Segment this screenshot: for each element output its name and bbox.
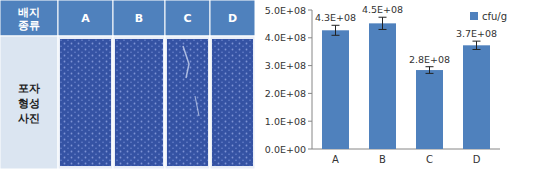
error-cap [426, 73, 434, 74]
photo-cell [113, 36, 165, 169]
chart: 0.0E+00 1.0E+08 2.0E+08 3.0E+08 4.0E+08 5.0E+… [265, 4, 507, 165]
y-tick-label: 4.0E+08 [265, 32, 306, 43]
error-line [429, 67, 430, 74]
data-label: 4.3E+08 [315, 12, 356, 23]
header-cell [0, 0, 58, 36]
row-label-line: 포자 [18, 82, 40, 95]
row-label-line: 사진 [18, 112, 40, 125]
spore-photo [167, 39, 208, 166]
header-text: B [135, 12, 143, 25]
header-text-line: A [81, 12, 90, 25]
header-text: 배지종류 [18, 6, 40, 32]
y-tick-label: 5.0E+08 [265, 5, 306, 16]
bar [369, 23, 396, 149]
error-bar [473, 41, 481, 49]
y-tick-label: 0.0E+00 [265, 144, 306, 155]
y-tick-label: 3.0E+08 [265, 60, 306, 71]
y-tick [308, 121, 312, 122]
header-text-line: D [228, 12, 237, 25]
bar [416, 70, 443, 149]
y-tick [308, 65, 312, 66]
y-tick [308, 37, 312, 38]
photo-cell [165, 36, 210, 169]
bar [322, 30, 349, 149]
error-line [335, 25, 336, 35]
error-cap [473, 41, 481, 42]
x-tick-label: B [379, 154, 386, 165]
y-tick [308, 93, 312, 94]
error-bar [426, 67, 434, 74]
header-text: A [81, 12, 90, 25]
y-tick-label: 2.0E+08 [265, 88, 306, 99]
photo-cell [58, 36, 113, 169]
header-cell [113, 0, 165, 36]
error-line [476, 41, 477, 49]
legend-swatch [470, 12, 478, 20]
data-label: 2.8E+08 [409, 54, 450, 65]
y-tick-label: 1.0E+08 [265, 116, 306, 127]
header-cell [58, 0, 113, 36]
error-line [382, 17, 383, 29]
header-cell [165, 0, 210, 36]
error-cap [379, 29, 387, 30]
legend-label: cfu/g [482, 11, 507, 22]
spore-photo [60, 39, 111, 166]
x-tick-label: C [426, 154, 433, 165]
x-tick-label: A [332, 154, 339, 165]
error-cap [332, 35, 340, 36]
error-cap [473, 49, 481, 50]
legend: cfu/g [470, 11, 507, 22]
header-text: D [228, 12, 237, 25]
error-bar [332, 25, 340, 35]
y-axis [312, 10, 313, 149]
row-label-cell [0, 36, 58, 169]
error-cap [426, 66, 434, 67]
row-label-line: 형성 [18, 97, 40, 110]
y-tick [308, 149, 312, 150]
header-text: C [183, 12, 191, 25]
photo-streak [183, 46, 189, 78]
bar [463, 45, 490, 149]
error-cap [379, 17, 387, 18]
error-bar [379, 17, 387, 29]
header-text-line: 종류 [18, 19, 40, 32]
header-text-line: B [135, 12, 143, 25]
x-tick-label: D [473, 154, 481, 165]
photo-streak [195, 96, 199, 116]
photo-cell [210, 36, 255, 169]
y-tick [308, 10, 312, 11]
row-label: 포자형성사진 [18, 82, 40, 125]
spore-photo [115, 39, 163, 166]
table: 배지종류 A B C D 포자형성사진 [0, 0, 255, 169]
error-cap [332, 25, 340, 26]
data-label: 3.7E+08 [456, 28, 497, 39]
header-text-line: 배지 [18, 6, 40, 19]
header-cell [210, 0, 255, 36]
data-label: 4.5E+08 [362, 4, 403, 15]
figure: 배지종류 A B C D 포자형성사진 0.0E+00 1.0E+08 2.0E+08 3.0E+… [0, 0, 546, 169]
spore-photo [212, 39, 253, 166]
header-text-line: C [183, 12, 191, 25]
